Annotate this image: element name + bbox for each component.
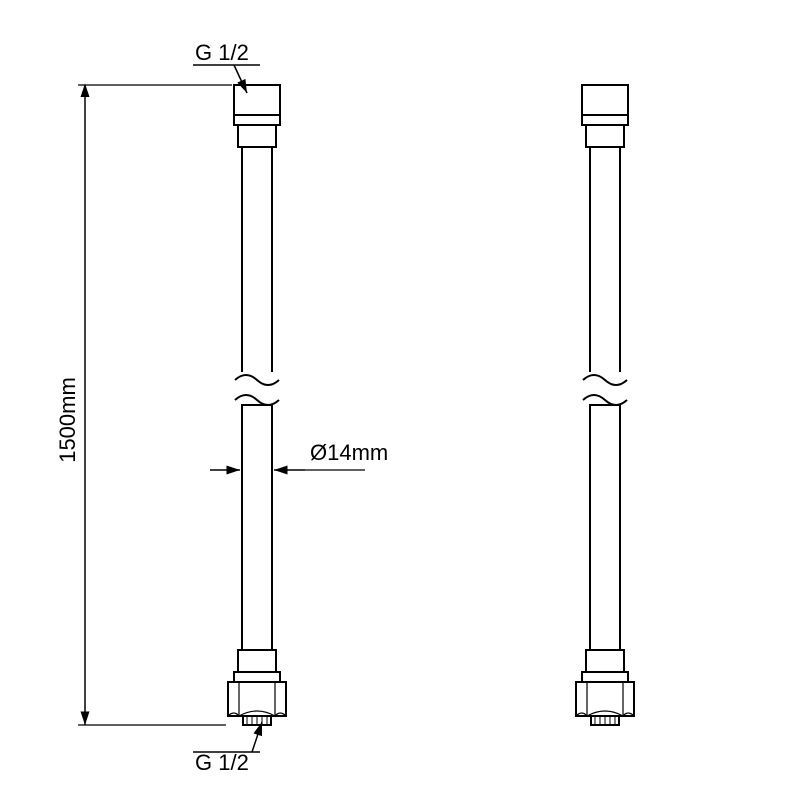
right-hose-assembly	[576, 85, 634, 725]
left-hose-upper	[242, 147, 272, 375]
bottom-thread-label: G 1/2	[193, 722, 262, 775]
left-break-mark	[235, 372, 279, 406]
right-hose-upper	[590, 147, 620, 375]
diameter-dimension: Ø14mm	[210, 440, 388, 478]
left-hose-assembly	[228, 85, 286, 725]
length-dimension: 1500mm	[55, 85, 232, 725]
diameter-text: Ø14mm	[310, 440, 388, 465]
bottom-thread-text: G 1/2	[195, 750, 249, 775]
right-break-mark	[583, 372, 627, 406]
technical-drawing: G 1/2 G 1/2 1500mm Ø14mm	[0, 0, 800, 800]
right-top-connector	[582, 85, 628, 147]
left-bottom-connector	[228, 650, 286, 725]
left-top-connector	[234, 85, 280, 147]
right-hose-lower	[590, 405, 620, 650]
left-hose-lower	[242, 405, 272, 650]
length-text: 1500mm	[55, 377, 80, 463]
top-thread-text: G 1/2	[195, 40, 249, 65]
right-bottom-connector	[576, 650, 634, 725]
